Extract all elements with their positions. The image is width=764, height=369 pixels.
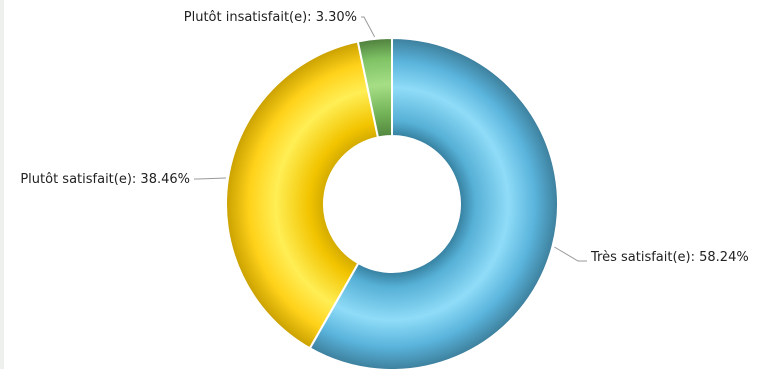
slice-plut-t-satisfait-e[interactable] [225, 40, 380, 350]
slice-label: Plutôt satisfait(e): 38.46% [20, 172, 190, 187]
slice-label: Plutôt insatisfait(e): 3.30% [184, 10, 357, 25]
slice-tr-s-satisfait-e[interactable] [308, 36, 559, 369]
left-border [0, 0, 4, 369]
slice-plut-t-insatisfait-e[interactable] [356, 36, 393, 139]
slice-label: Très satisfait(e): 58.24% [590, 250, 749, 265]
labels: Très satisfait(e): 58.24% Plutôt satisfai… [20, 10, 748, 265]
connectors [194, 16, 587, 262]
connector-line [361, 16, 376, 38]
connector-line [554, 246, 587, 262]
connector-line [194, 177, 227, 180]
slices [225, 36, 559, 369]
